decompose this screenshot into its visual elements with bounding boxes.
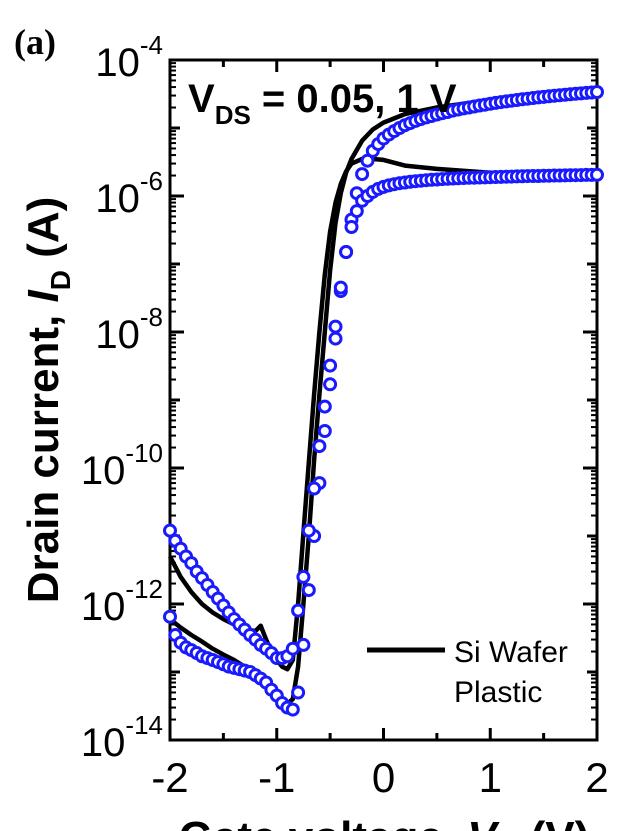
y-tick-label-exp: -6 <box>140 166 163 196</box>
y-tick-label-exp: -12 <box>125 574 163 604</box>
y-tick-label-exp: -14 <box>125 710 163 740</box>
y-tick-label-base: 10 <box>95 313 140 357</box>
data-point-plastic <box>317 424 332 438</box>
data-point-plastic <box>301 523 316 538</box>
data-point-plastic <box>328 319 343 334</box>
legend-label-plastic: Plastic <box>454 676 542 709</box>
y-tick-label: 10-8 <box>95 302 163 357</box>
data-point-plastic <box>291 603 306 618</box>
data-point-plastic <box>285 702 300 717</box>
y-axis-label: Drain current, ID (A) <box>19 197 76 604</box>
data-point-plastic <box>339 245 354 259</box>
series-layer <box>163 85 604 717</box>
data-point-plastic <box>163 523 177 538</box>
x-tick-label: -2 <box>151 754 188 801</box>
data-point-plastic <box>163 609 177 624</box>
data-point-plastic <box>323 358 338 373</box>
legend: Si Wafer Plastic <box>367 636 568 709</box>
data-point-plastic <box>307 481 322 496</box>
vds-sub: DS <box>215 100 251 130</box>
y-tick-label: 10-6 <box>95 166 163 221</box>
x-axis-label-suffix: (V) <box>518 813 589 831</box>
x-tick-labels: -2 -1 0 1 2 <box>151 754 608 801</box>
y-tick-label: 10-10 <box>81 438 163 493</box>
panel-label: (a) <box>14 22 56 62</box>
data-point-plastic <box>328 331 343 346</box>
series-line-si-wafer <box>168 156 597 672</box>
data-point-plastic <box>323 377 338 392</box>
y-tick-label-base: 10 <box>81 721 126 765</box>
y-tick-label: 10-4 <box>95 30 163 85</box>
y-axis-label-prefix: Drain current, <box>19 303 68 604</box>
y-tick-label-base: 10 <box>81 449 126 493</box>
legend-label-si-wafer: Si Wafer <box>454 636 568 669</box>
data-point-plastic <box>301 583 316 598</box>
vds-prefix: V <box>188 77 215 121</box>
data-point-plastic <box>590 85 604 99</box>
y-tick-label-base: 10 <box>95 177 140 221</box>
x-tick-label: 2 <box>585 754 608 801</box>
data-point-plastic <box>590 167 604 182</box>
y-tick-label-exp: -10 <box>125 438 163 468</box>
y-tick-label-exp: -8 <box>140 302 163 332</box>
x-tick-label: 0 <box>372 754 395 801</box>
data-point-plastic <box>349 204 364 219</box>
y-tick-label-exp: -4 <box>140 30 163 60</box>
x-axis-label-prefix: Gate voltage, <box>179 813 468 831</box>
y-axis-label-suffix: (A) <box>19 197 68 270</box>
x-axis-label-italic: V <box>467 813 500 831</box>
data-point-plastic <box>312 439 327 454</box>
data-point-plastic <box>333 280 348 295</box>
vds-annotation: VDS = 0.05, 1 V <box>188 77 457 130</box>
axis-ticks <box>168 58 599 742</box>
y-tick-label-base: 10 <box>95 41 140 85</box>
y-axis-label-sub: D <box>45 270 76 290</box>
data-point-plastic <box>355 167 370 182</box>
y-axis-label-italic: I <box>19 290 68 303</box>
data-point-plastic <box>285 641 300 656</box>
vds-suffix: = 0.05, 1 V <box>251 77 457 121</box>
y-tick-label: 10-14 <box>81 710 163 765</box>
data-point-plastic <box>344 220 359 234</box>
data-point-plastic <box>291 685 306 700</box>
data-point-plastic <box>317 399 332 414</box>
y-tick-label: 10-12 <box>81 574 163 629</box>
x-tick-label: -1 <box>258 754 295 801</box>
y-tick-label-base: 10 <box>81 585 126 629</box>
x-axis-label: Gate voltage, VG (V) <box>179 813 590 831</box>
data-point-plastic <box>296 569 311 584</box>
x-tick-label: 1 <box>479 754 502 801</box>
